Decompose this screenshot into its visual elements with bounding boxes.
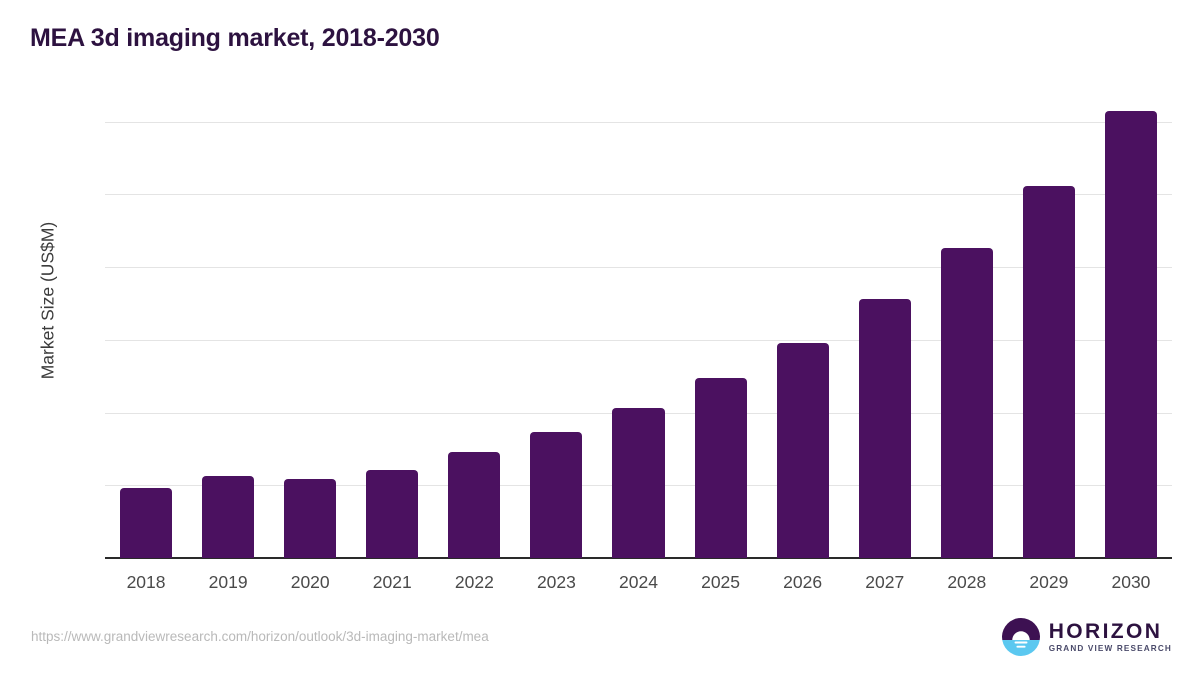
- x-tick-label: 2018: [126, 572, 166, 592]
- x-tick-label: 2023: [536, 572, 576, 592]
- bar[interactable]: [1104, 110, 1157, 558]
- horizon-logo-icon: [1001, 618, 1040, 656]
- x-tick-label: 2029: [1029, 572, 1069, 592]
- bar[interactable]: [119, 487, 173, 558]
- bar[interactable]: [612, 408, 665, 558]
- x-tick-label: 2025: [701, 572, 741, 592]
- bar[interactable]: [284, 479, 337, 558]
- logo-text-block: HORIZON GRAND VIEW RESEARCH: [1049, 621, 1172, 653]
- logo-tagline: GRAND VIEW RESEARCH: [1048, 643, 1172, 653]
- bar[interactable]: [530, 432, 583, 558]
- bar-series: [105, 110, 1172, 558]
- x-tick-label: 2026: [783, 572, 823, 592]
- bar[interactable]: [202, 476, 255, 558]
- gridline: [105, 267, 1172, 269]
- x-tick-label: 2019: [208, 572, 248, 592]
- x-tick-label: 2020: [290, 572, 330, 592]
- gridline: [105, 121, 1172, 123]
- bar[interactable]: [858, 299, 911, 558]
- page-title: MEA 3d imaging market, 2018-2030: [30, 24, 440, 52]
- bar[interactable]: [940, 248, 993, 558]
- logo-wordmark: HORIZON: [1048, 619, 1163, 643]
- x-tick-label: 2022: [454, 572, 494, 592]
- bar[interactable]: [776, 342, 829, 558]
- horizon-logo[interactable]: HORIZON GRAND VIEW RESEARCH: [1001, 618, 1172, 656]
- x-axis-line: [105, 557, 1172, 559]
- x-tick-label: 2028: [947, 572, 987, 592]
- bar[interactable]: [694, 378, 747, 558]
- bar[interactable]: [448, 452, 501, 558]
- gridline: [105, 339, 1172, 341]
- y-axis-label: Market Size (US$M): [37, 221, 58, 380]
- bar[interactable]: [1022, 185, 1075, 558]
- bar[interactable]: [366, 470, 419, 558]
- source-url[interactable]: https://www.grandviewresearch.com/horizo…: [31, 629, 489, 644]
- x-tick-label: 2021: [372, 572, 412, 592]
- x-tick-label: 2030: [1111, 572, 1151, 592]
- gridline: [105, 194, 1172, 196]
- x-tick-label: 2027: [865, 572, 905, 592]
- x-tick-label: 2024: [619, 572, 658, 592]
